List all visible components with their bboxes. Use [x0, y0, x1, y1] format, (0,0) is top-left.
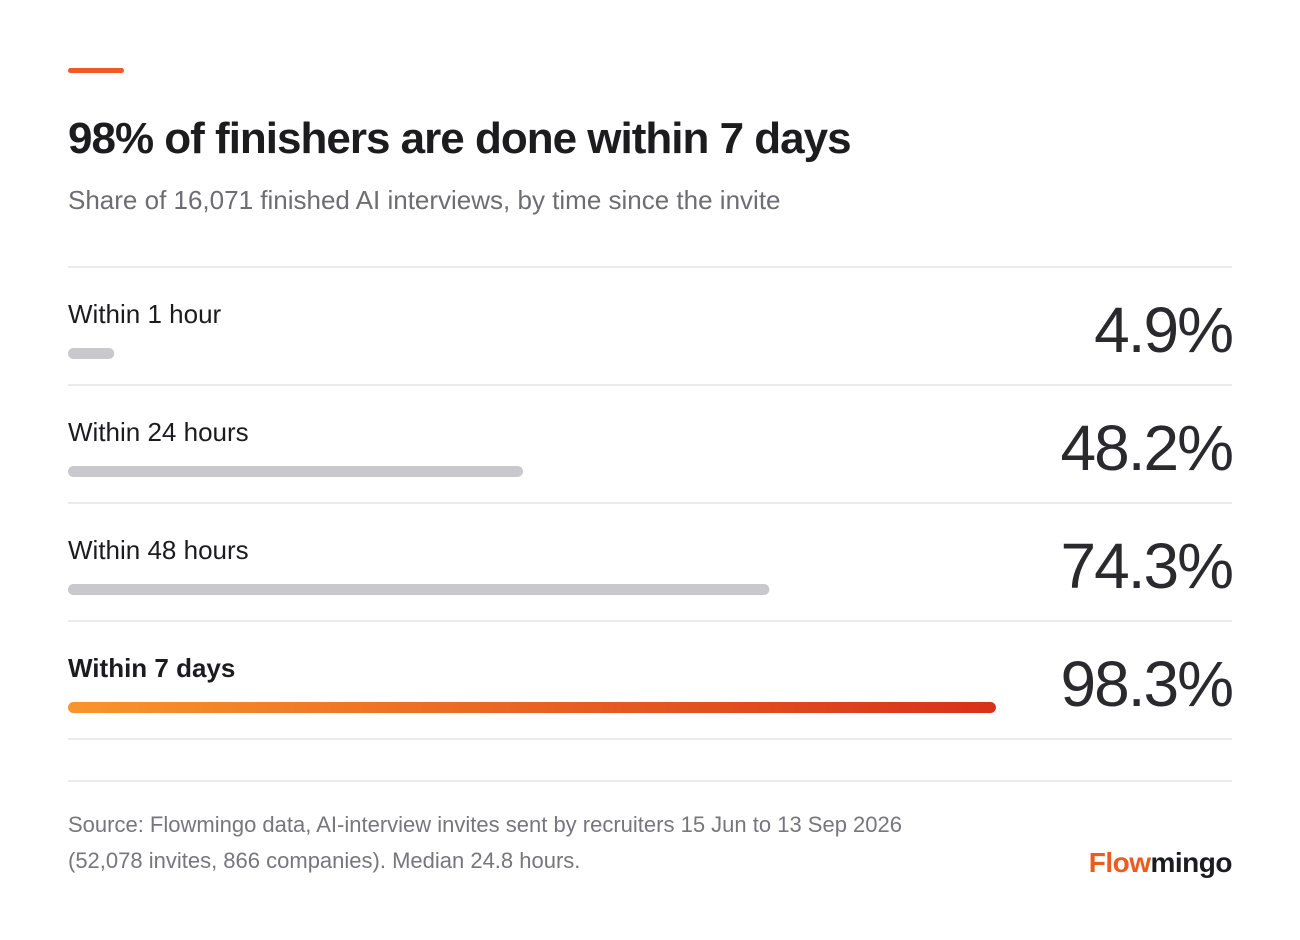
- category-label: Within 7 days: [68, 653, 235, 683]
- chart-title: 98% of finishers are done within 7 days: [68, 114, 851, 163]
- source-note: Source: Flowmingo data, AI-interview inv…: [68, 812, 902, 837]
- value-label: 48.2%: [1061, 412, 1233, 484]
- bar: [68, 584, 770, 595]
- brand-rest: mingo: [1151, 847, 1233, 878]
- category-label: Within 48 hours: [68, 535, 249, 565]
- category-label: Within 1 hour: [68, 299, 222, 329]
- accent-bar: [68, 68, 124, 73]
- value-label: 98.3%: [1061, 648, 1233, 720]
- brand-accent: Flow: [1089, 847, 1151, 878]
- value-label: 74.3%: [1061, 530, 1233, 602]
- brand-logo: Flowmingo: [1089, 847, 1233, 878]
- chart-subtitle: Share of 16,071 finished AI interviews, …: [68, 185, 781, 215]
- value-label: 4.9%: [1094, 294, 1232, 366]
- bar: [68, 348, 115, 359]
- bar: [68, 702, 996, 713]
- source-note: (52,078 invites, 866 companies). Median …: [68, 848, 580, 873]
- bar: [68, 466, 524, 477]
- category-label: Within 24 hours: [68, 417, 249, 447]
